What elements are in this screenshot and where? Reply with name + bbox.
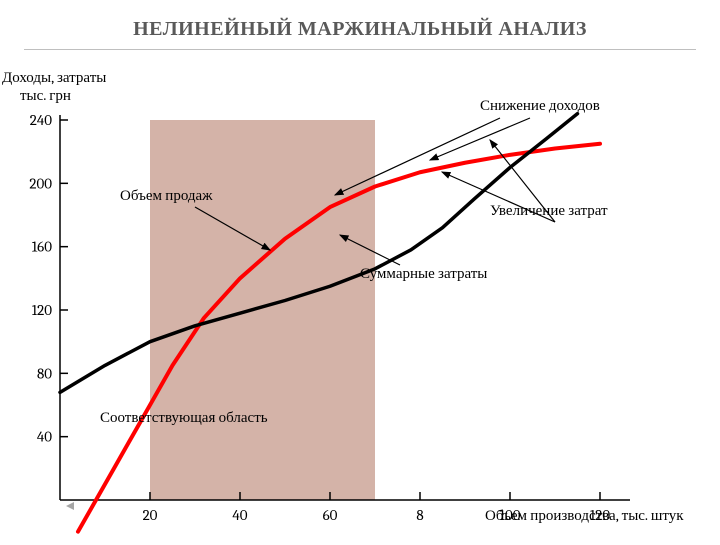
annotation-ann_region: Соответствующая область <box>100 408 268 426</box>
x-tick-label: 40 <box>232 506 247 524</box>
annotation-ann_costinc: Увеличение затрат <box>490 201 608 219</box>
x-axis-label: Объем производства, тыс. штук <box>485 506 684 524</box>
y-axis-label-1: Доходы, затраты <box>2 68 106 86</box>
shaded-region <box>150 120 375 500</box>
divider <box>24 49 696 50</box>
y-axis-label-2: тыс. грн <box>20 86 71 104</box>
y-tick-label: 200 <box>29 174 52 192</box>
chart-title: НЕЛИНЕЙНЫЙ МАРЖИНАЛЬНЫЙ АНАЛИЗ <box>0 0 720 41</box>
x-tick-label: 8 <box>416 506 423 524</box>
y-tick-label: 120 <box>32 301 53 319</box>
y-tick-label: 40 <box>37 428 52 446</box>
annotation-ann_total: Суммарные затраты <box>360 264 487 282</box>
y-tick-label: 80 <box>37 364 52 382</box>
x-tick-label: 60 <box>323 506 338 524</box>
y-tick-label: 240 <box>30 111 52 129</box>
y-tick-label: 160 <box>32 238 52 256</box>
x-tick-label: 20 <box>143 506 158 524</box>
annotation-ann_sales: Объем продаж <box>120 186 213 204</box>
annotation-ann_decline: Снижение доходов <box>480 96 600 114</box>
chart-area: 40801201602002402040608100120 Доходы, за… <box>0 60 720 540</box>
chart-svg: 40801201602002402040608100120 Доходы, за… <box>0 60 720 540</box>
